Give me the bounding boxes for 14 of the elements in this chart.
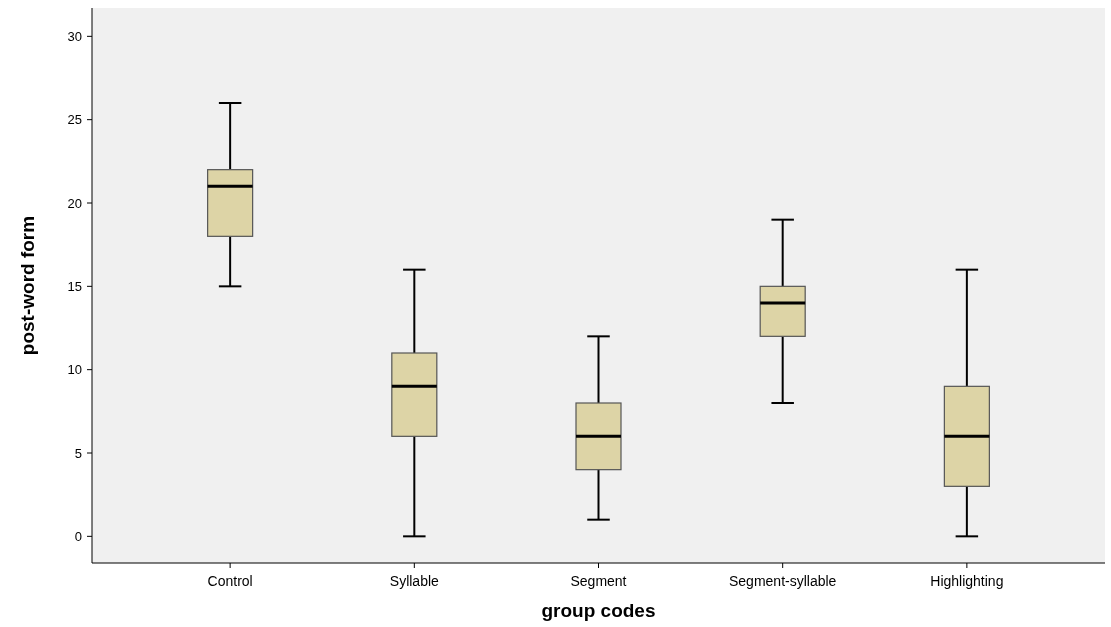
x-tick-label: Syllable (389, 573, 440, 589)
y-tick-label: 10 (67, 362, 82, 378)
x-tick-label: Highlighting (930, 573, 1004, 589)
y-tick-label: 0 (74, 528, 82, 544)
y-tick-label: 30 (67, 28, 82, 44)
x-tick-label: Segment (570, 573, 627, 589)
x-axis-title: group codes (541, 600, 656, 621)
y-tick-label: 25 (67, 112, 82, 128)
y-axis-title: post-word form (17, 215, 38, 356)
y-tick-label: 5 (74, 445, 82, 461)
y-tick-label: 15 (67, 278, 82, 294)
y-tick-label: 20 (67, 195, 82, 211)
x-tick-label: Segment-syllable (728, 573, 837, 589)
x-tick-label: Control (207, 573, 253, 589)
